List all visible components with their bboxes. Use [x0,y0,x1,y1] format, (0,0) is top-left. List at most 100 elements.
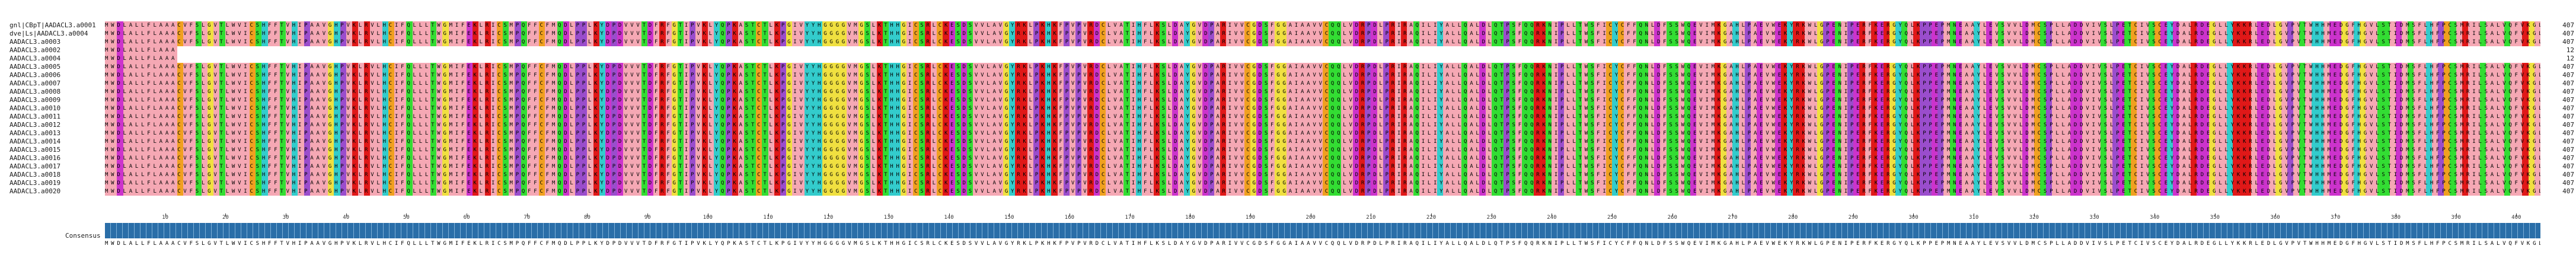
sequence-name[interactable]: AADACL3.a0014 [9,138,61,145]
sequence-name[interactable]: dve|Ls|AADACL3.a0004 [9,30,88,37]
residue-block [1063,30,1070,38]
residue-block [695,21,703,30]
residue-block [1822,21,1830,30]
alignment-row[interactable]: MWDLALLFLAAACVFSLGVTLWVICSHFFTVHIPAAVGHP… [105,71,2540,79]
residue-block [2160,21,2168,30]
sequence-name[interactable]: AADACL3.a0016 [9,154,61,162]
residue-block [1763,30,1776,38]
residue-block [2022,21,2029,30]
alignment-row[interactable]: MWDLALLFLAAACVFSLGVTLWVICSHFFTVHIPAAVGHP… [105,154,2540,162]
sequence-name[interactable]: AADACL3.a0008 [9,88,61,95]
residue-block [1352,21,1359,30]
residue-block [2486,21,2505,30]
residue-block [1678,30,1685,38]
residue-block [340,30,347,38]
residue-block [1504,30,1510,38]
residue-block [695,30,703,38]
residue-block [1359,21,1365,30]
residue-block [960,21,968,30]
alignment-row[interactable]: MWDLALLFLAAACVFSLGVTLWVICSHFFTVHIPAAVGHP… [105,129,2540,138]
residue-block [1135,30,1142,38]
residue-block [1588,21,1595,30]
sequence-name[interactable]: AADACL3.a0002 [9,46,61,54]
residue-block [1250,21,1257,30]
residue-block [605,21,612,30]
sequence-name[interactable]: AADACL3.a0017 [9,162,61,170]
residue-block [792,30,805,38]
residue-block [436,21,443,30]
residue-letters: MWDLALLFLAAA [105,56,178,62]
residue-block [183,30,196,38]
residue-block [2311,21,2324,30]
residue-block [503,21,509,30]
residue-block [756,21,762,30]
alignment-row[interactable]: MWDLALLFLAAACVFSLGVTLWVICSHFFTVHIPAAVGHP… [105,113,2540,121]
residue-block [931,21,937,30]
sequence-name[interactable]: AADACL3.a0005 [9,63,61,71]
residue-block [1177,21,1185,30]
alignment-row[interactable]: MWDLALLFLAAACVFSLGVTLWVICSHFFTVHIPAAVGHP… [105,146,2540,154]
sequence-name[interactable]: AADACL3.a0012 [9,121,61,129]
residue-block [1895,21,1902,30]
sequence-name[interactable]: AADACL3.a0009 [9,96,61,104]
sequence-name[interactable]: AADACL3.a0011 [9,113,61,120]
sequence-name[interactable]: AADACL3.a0018 [9,171,61,178]
alignment-row[interactable]: MWDLALLFLAAA [105,46,178,55]
residue-block [1937,21,1944,30]
residue-block [882,30,889,38]
alignment-row[interactable]: MWDLALLFLAAACVFSLGVTLWVICSHFFTVHIPAAVGHP… [105,121,2540,129]
alignment-row[interactable]: MWDLALLFLAAACVFSLGVTLWVICSHFFTVHIPAAVGHP… [105,104,2540,113]
sequence-name[interactable]: AADACL3.a0006 [9,71,61,79]
residue-block [587,21,594,30]
alignment-row[interactable]: MWDLALLFLAAACVFSLGVTLWVICSHFFTVHIPAAVGHP… [105,88,2540,96]
alignment-row[interactable]: MWDLALLFLAAACVFSLGVTLWVICSHFFTVHIPAAVGHP… [105,63,2540,71]
residue-block [1190,30,1196,38]
residue-block [1546,30,1552,38]
alignment-row[interactable]: MWDLALLFLAAACVFSLGVTLWVICSHFFTVHIPAAVGHP… [105,96,2540,104]
residue-block [1750,21,1757,30]
sequence-name[interactable]: AADACL3.a0015 [9,146,61,154]
sequence-name[interactable]: gnl|CBpT|AADACL3.a0001 [9,21,96,29]
residue-block [2425,21,2433,30]
alignment-row[interactable]: MWDLALLFLAAACVFSLGVTLWVICSHFFTVHIPAAVGHP… [105,30,2540,38]
alignment-row[interactable]: MWDLALLFLAAACVFSLGVTLWVICSHFFTVHIPAAVGHP… [105,138,2540,146]
alignment-row[interactable]: MWDLALLFLAAACVFSLGVTLWVICSHFFTVHIPAAVGHP… [105,21,2540,30]
residue-block [593,30,600,38]
sequence-name[interactable]: AADACL3.a0004 [9,55,61,62]
residue-block [1329,30,1341,38]
residue-block [490,21,497,30]
residue-block [515,21,522,30]
alignment-row[interactable]: MWDLALLFLAAACVFSLGVTLWVICSHFFTVHIPAAVGHP… [105,79,2540,88]
alignment-row[interactable]: MWDLALLFLAAACVFSLGVTLWVICSHFFTVHIPAAVGHP… [105,171,2540,179]
residue-block [1087,30,1094,38]
sequence-name[interactable]: AADACL3.a0003 [9,38,61,46]
residue-block [496,21,503,30]
residue-block [1196,30,1203,38]
sequence-name[interactable]: AADACL3.a0010 [9,104,61,112]
sequence-name[interactable]: AADACL3.a0020 [9,187,61,195]
residue-letters: MWDLALLFLAAACVFSLGVTLWVICSHFFTVHIPAAVGHP… [105,139,2540,145]
residue-letters: MWDLALLFLAAACVFSLGVTLWVICSHFFTVHIPAAVGHP… [105,64,2540,70]
alignment-row[interactable]: MWDLALLFLAAACVFSLGVTLWVICSHFFTVHIPAAVGHP… [105,162,2540,171]
alignment-row[interactable]: MWDLALLFLAAACVFSLGVTLWVICSHFFTVHIPAAVGHP… [105,38,2540,46]
residue-block [1395,30,1402,38]
residue-letters: MWDLALLFLAAACVFSLGVTLWVICSHFFTVHIPAAVGHP… [105,31,2540,37]
residue-block [1214,30,1221,38]
sequence-name[interactable]: AADACL3.a0007 [9,79,61,87]
residue-block [563,21,570,30]
residue-block [1166,21,1173,30]
residue-block [1955,21,1962,30]
residue-block [1817,21,1824,30]
alignment-row[interactable]: MWDLALLFLAAA [105,55,178,63]
residue-block [2408,21,2414,30]
residue-block [1980,21,1986,30]
residue-block [2040,21,2047,30]
residue-letters: MWDLALLFLAAACVFSLGVTLWVICSHFFTVHIPAAVGHP… [105,164,2540,170]
residue-block [1943,21,1950,30]
sequence-name[interactable]: AADACL3.a0013 [9,129,61,137]
sequence-name[interactable]: AADACL3.a0019 [9,179,61,187]
residue-block [448,30,467,38]
residue-block [1961,21,1974,30]
residue-block [2287,21,2294,30]
residue-block [1515,21,1522,30]
